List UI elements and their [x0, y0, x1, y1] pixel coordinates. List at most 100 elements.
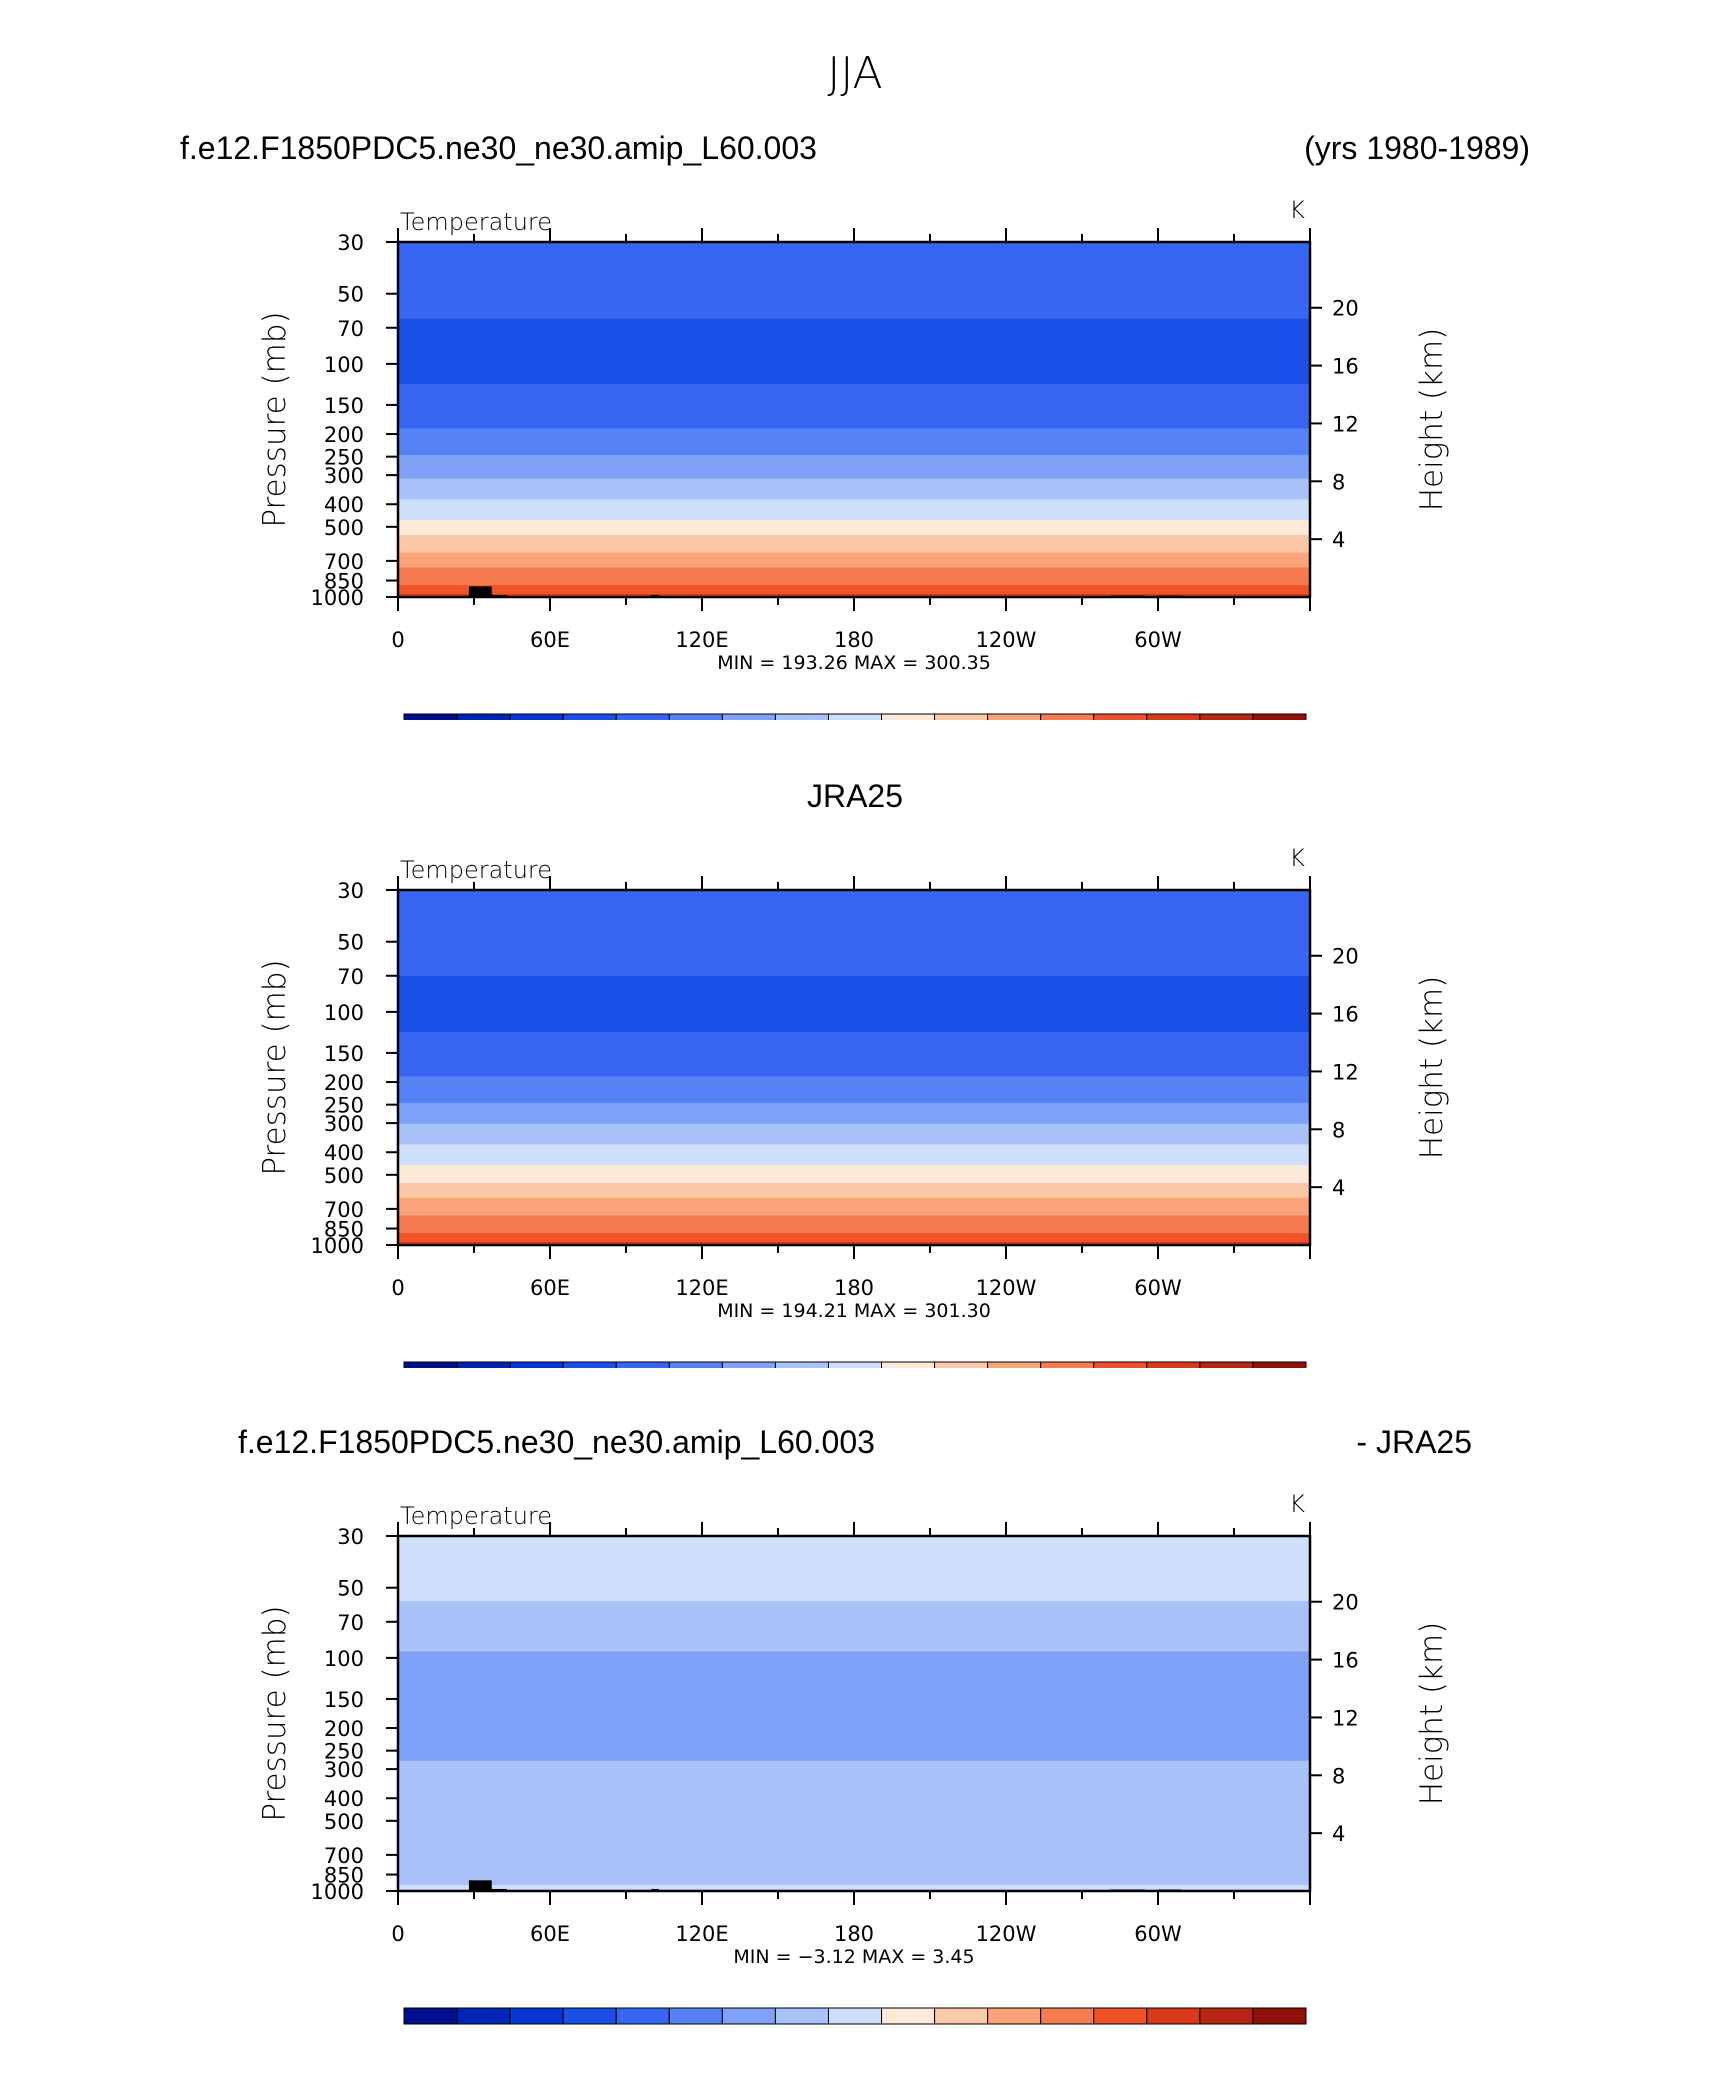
contour-band [398, 1713, 1310, 1718]
contour-band [398, 913, 1310, 918]
colorbar-box [403, 1361, 458, 1368]
contour-band [398, 1079, 1310, 1083]
contour-band [398, 1574, 1310, 1579]
y-tick-label-pressure: 300 [324, 1112, 364, 1136]
y-axis-label-pressure: Pressure (mb) [257, 311, 293, 527]
contour-band [398, 940, 1310, 944]
colorbar-box [615, 1361, 670, 1368]
contour-band [398, 1781, 1310, 1786]
contour-band [398, 1577, 1310, 1581]
contour-band [398, 987, 1310, 992]
contour-band [398, 1082, 1310, 1086]
contour-band [398, 1200, 1310, 1205]
contour-band [398, 1651, 1310, 1655]
contour-band [398, 1176, 1310, 1181]
contour-band [398, 354, 1310, 358]
y-tick-label-pressure: 150 [324, 394, 364, 418]
contour-band [398, 1636, 1310, 1641]
y-tick-label-pressure: 400 [324, 1141, 364, 1165]
figure-title: JJA [827, 48, 883, 99]
contour-band [398, 339, 1310, 344]
contour-band [398, 1061, 1310, 1066]
contour-band [398, 910, 1310, 915]
x-tick-label: 180 [834, 1276, 874, 1300]
contour-band [398, 1191, 1310, 1196]
contour-band [398, 1746, 1310, 1750]
contour-band [398, 404, 1310, 409]
colorbar-box [509, 2007, 564, 2025]
contour-band [398, 564, 1310, 569]
contour-band [398, 481, 1310, 486]
contour-band [398, 1678, 1310, 1682]
contour-band [398, 1799, 1310, 1803]
contour-band [398, 588, 1310, 592]
contour-band [398, 579, 1310, 583]
contour-band [398, 1615, 1310, 1620]
contour-band [398, 958, 1310, 962]
colorbar-box [1146, 1361, 1201, 1368]
contour-band [398, 1686, 1310, 1691]
contour-band [398, 1230, 1310, 1234]
y-tick-label-height: 12 [1332, 1706, 1359, 1730]
y-axis-label-height: Height (km) [1414, 1622, 1450, 1806]
contour-band [398, 1642, 1310, 1647]
contour-band [398, 966, 1310, 971]
x-tick-label: 0 [391, 1922, 404, 1946]
colorbar-box [721, 713, 776, 720]
contour-band [398, 1239, 1310, 1243]
contour-band [398, 452, 1310, 456]
contour-band [398, 1843, 1310, 1848]
contour-band [398, 1621, 1310, 1626]
colorbar-box [1199, 713, 1254, 720]
y-tick-label-pressure: 70 [337, 1611, 364, 1635]
contour-band [398, 455, 1310, 459]
contour-band [398, 931, 1310, 935]
contour-band [398, 425, 1310, 429]
contour-band [398, 1073, 1310, 1077]
contour-band [398, 286, 1310, 290]
y-tick-label-pressure: 200 [324, 423, 364, 447]
contour-band [398, 1194, 1310, 1199]
contour-band [398, 585, 1310, 589]
contour-band [398, 505, 1310, 509]
y-tick-label-pressure: 250 [324, 1740, 364, 1764]
contour-band [398, 256, 1310, 261]
contour-band [398, 907, 1310, 912]
contour-band [398, 975, 1310, 980]
contour-band [398, 1864, 1310, 1868]
contour-band [398, 1147, 1310, 1151]
contour-band [398, 1722, 1310, 1726]
y-tick-label-height: 20 [1332, 945, 1359, 969]
contour-band [398, 1589, 1310, 1593]
contour-band [398, 407, 1310, 412]
x-tick-label: 60E [530, 1276, 570, 1300]
contour-band [398, 280, 1310, 285]
panel-3-right-title: - JRA25 [1356, 1424, 1472, 1460]
y-tick-label-height: 8 [1332, 1764, 1345, 1788]
contour-band [398, 1648, 1310, 1652]
contour-band [398, 1559, 1310, 1564]
contour-band [398, 1141, 1310, 1146]
contour-band [398, 1026, 1310, 1030]
contour-band [398, 961, 1310, 965]
contour-band [398, 1831, 1310, 1836]
units-label: K [1289, 1490, 1305, 1518]
contour-band [398, 531, 1310, 536]
contour-band [398, 1740, 1310, 1744]
contour-band [398, 1117, 1310, 1122]
contour-band [398, 487, 1310, 492]
contour-band [398, 466, 1310, 471]
contour-band [398, 937, 1310, 941]
contour-band [398, 1882, 1310, 1886]
contour-band [398, 1221, 1310, 1225]
y-tick-label-height: 4 [1332, 1822, 1345, 1846]
contour-band [398, 253, 1310, 258]
contour-band [398, 1553, 1310, 1558]
contour-band [398, 1701, 1310, 1706]
contour-band [398, 993, 1310, 998]
contour-band [398, 1088, 1310, 1092]
contour-band [398, 514, 1310, 518]
contour-band [398, 440, 1310, 444]
contour-band [398, 1076, 1310, 1080]
y-axis-label-pressure: Pressure (mb) [257, 959, 293, 1175]
